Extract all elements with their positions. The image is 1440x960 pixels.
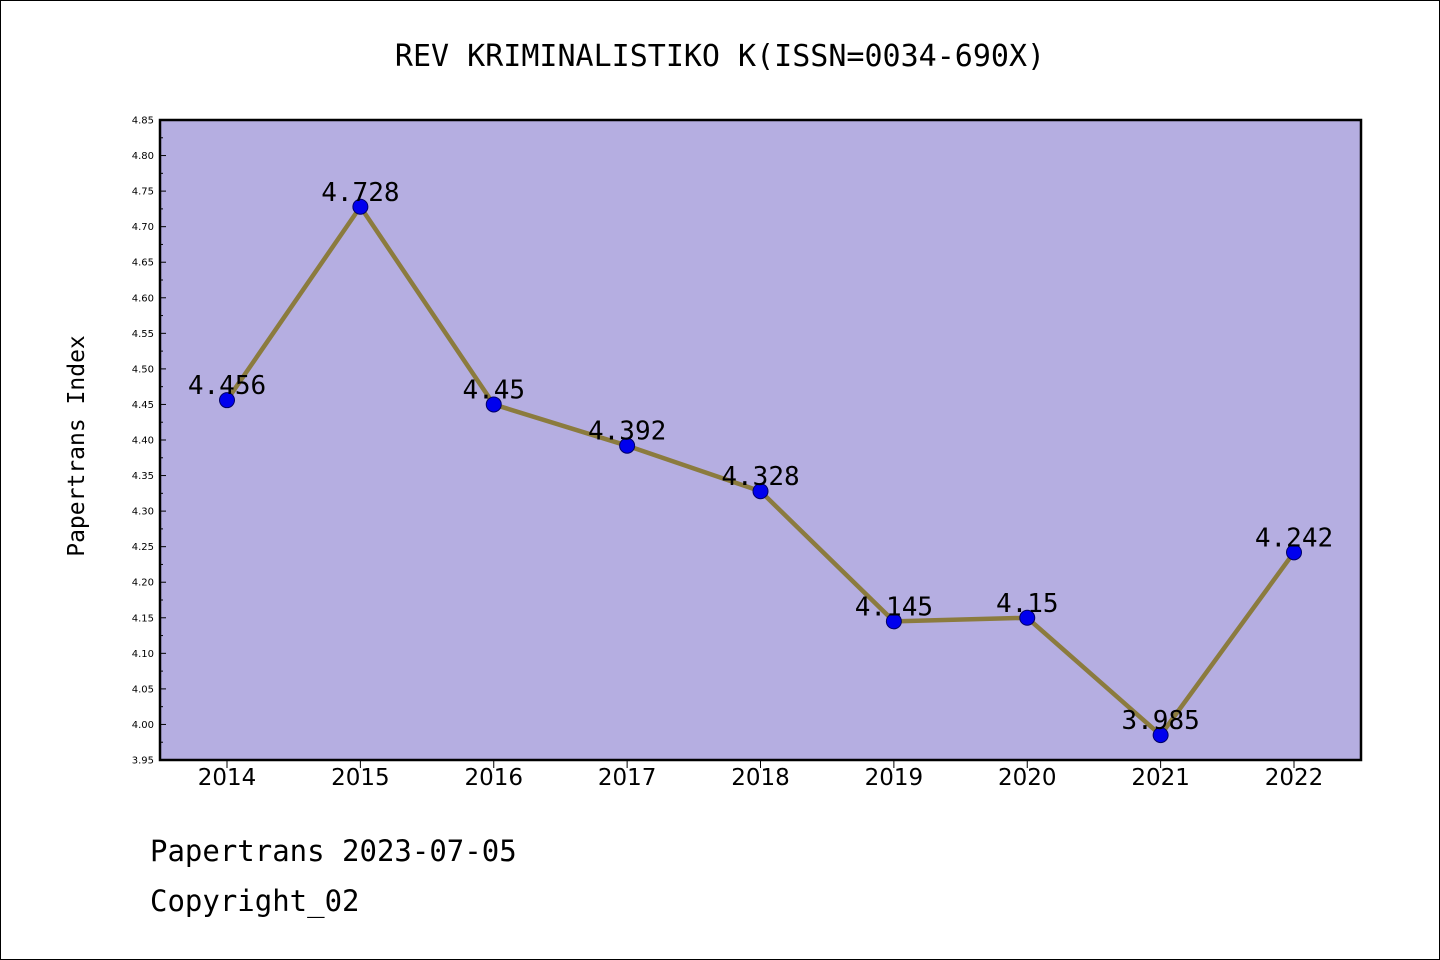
data-point <box>1152 727 1169 744</box>
data-labels: 4.456 4.728 4.45 4.392 4.328 4.145 4.15 3.985 4.… <box>188 178 1333 736</box>
chart-title: REV KRIMINALISTIKO K(ISSN=0034-690X) <box>395 39 1045 74</box>
y-tick-label: 4.70 <box>132 222 154 233</box>
plot-border <box>158 118 1363 762</box>
data-label: 4.392 <box>588 417 666 447</box>
y-tick-label: 4.05 <box>132 684 154 695</box>
data-point <box>1286 544 1302 561</box>
y-axis-label: Papertrans Index <box>64 335 90 557</box>
y-tick-label: 4.40 <box>132 436 154 447</box>
y-tick-label: 4.85 <box>132 116 154 127</box>
data-label: 4.328 <box>721 462 799 492</box>
x-tick-label: 2018 <box>731 765 790 791</box>
y-tick-label: 4.50 <box>132 364 154 375</box>
data-points <box>219 198 1302 744</box>
data-label: 4.45 <box>462 375 525 405</box>
y-tick-label: 4.60 <box>132 293 154 304</box>
y-tick-label: 3.95 <box>132 756 154 767</box>
data-point <box>1019 609 1036 626</box>
x-tick-label: 2020 <box>998 765 1057 791</box>
data-point <box>619 437 636 454</box>
plot-area <box>160 120 1361 760</box>
y-tick-label: 4.00 <box>132 720 154 731</box>
data-label: 4.145 <box>855 592 933 622</box>
x-tick-label: 2019 <box>865 765 924 791</box>
y-tick-label: 4.55 <box>132 329 154 340</box>
y-tick-label: 4.25 <box>132 542 154 553</box>
x-tick-label: 2017 <box>598 765 657 791</box>
data-point <box>219 392 235 409</box>
x-tick-label: 2015 <box>331 765 390 791</box>
y-tick-label: 4.80 <box>132 151 154 162</box>
data-point <box>352 198 369 215</box>
y-tick-label: 4.30 <box>132 507 154 518</box>
x-axis-ticks: 2014 2015 2016 2017 2018 2019 2020 2021 2022 <box>198 760 1324 791</box>
y-tick-label: 4.45 <box>132 400 154 411</box>
y-tick-label: 4.10 <box>132 649 154 660</box>
footer-copyright: Copyright_02 <box>150 884 360 918</box>
data-label: 3.985 <box>1121 706 1199 736</box>
data-label: 4.242 <box>1255 523 1333 553</box>
data-label: 4.456 <box>188 371 266 401</box>
data-point <box>485 396 502 413</box>
footer-date: Papertrans 2023-07-05 <box>150 834 517 868</box>
data-point <box>752 483 769 500</box>
data-label: 4.15 <box>996 589 1059 619</box>
y-tick-label: 4.15 <box>132 613 154 624</box>
y-tick-label: 4.20 <box>132 578 154 589</box>
x-tick-label: 2021 <box>1131 765 1190 791</box>
x-tick-label: 2016 <box>464 765 523 791</box>
x-tick-label: 2014 <box>198 765 257 791</box>
y-tick-label: 4.65 <box>132 258 154 269</box>
data-point <box>885 613 902 630</box>
y-tick-label: 4.75 <box>132 187 154 198</box>
y-tick-label: 4.35 <box>132 471 154 482</box>
y-axis-ticks: 3.95 4.00 4.05 4.10 4.15 4.20 4.25 4.30 4.35 4.40… <box>132 116 166 767</box>
x-tick-label: 2022 <box>1265 765 1324 791</box>
data-label: 4.728 <box>321 178 399 208</box>
